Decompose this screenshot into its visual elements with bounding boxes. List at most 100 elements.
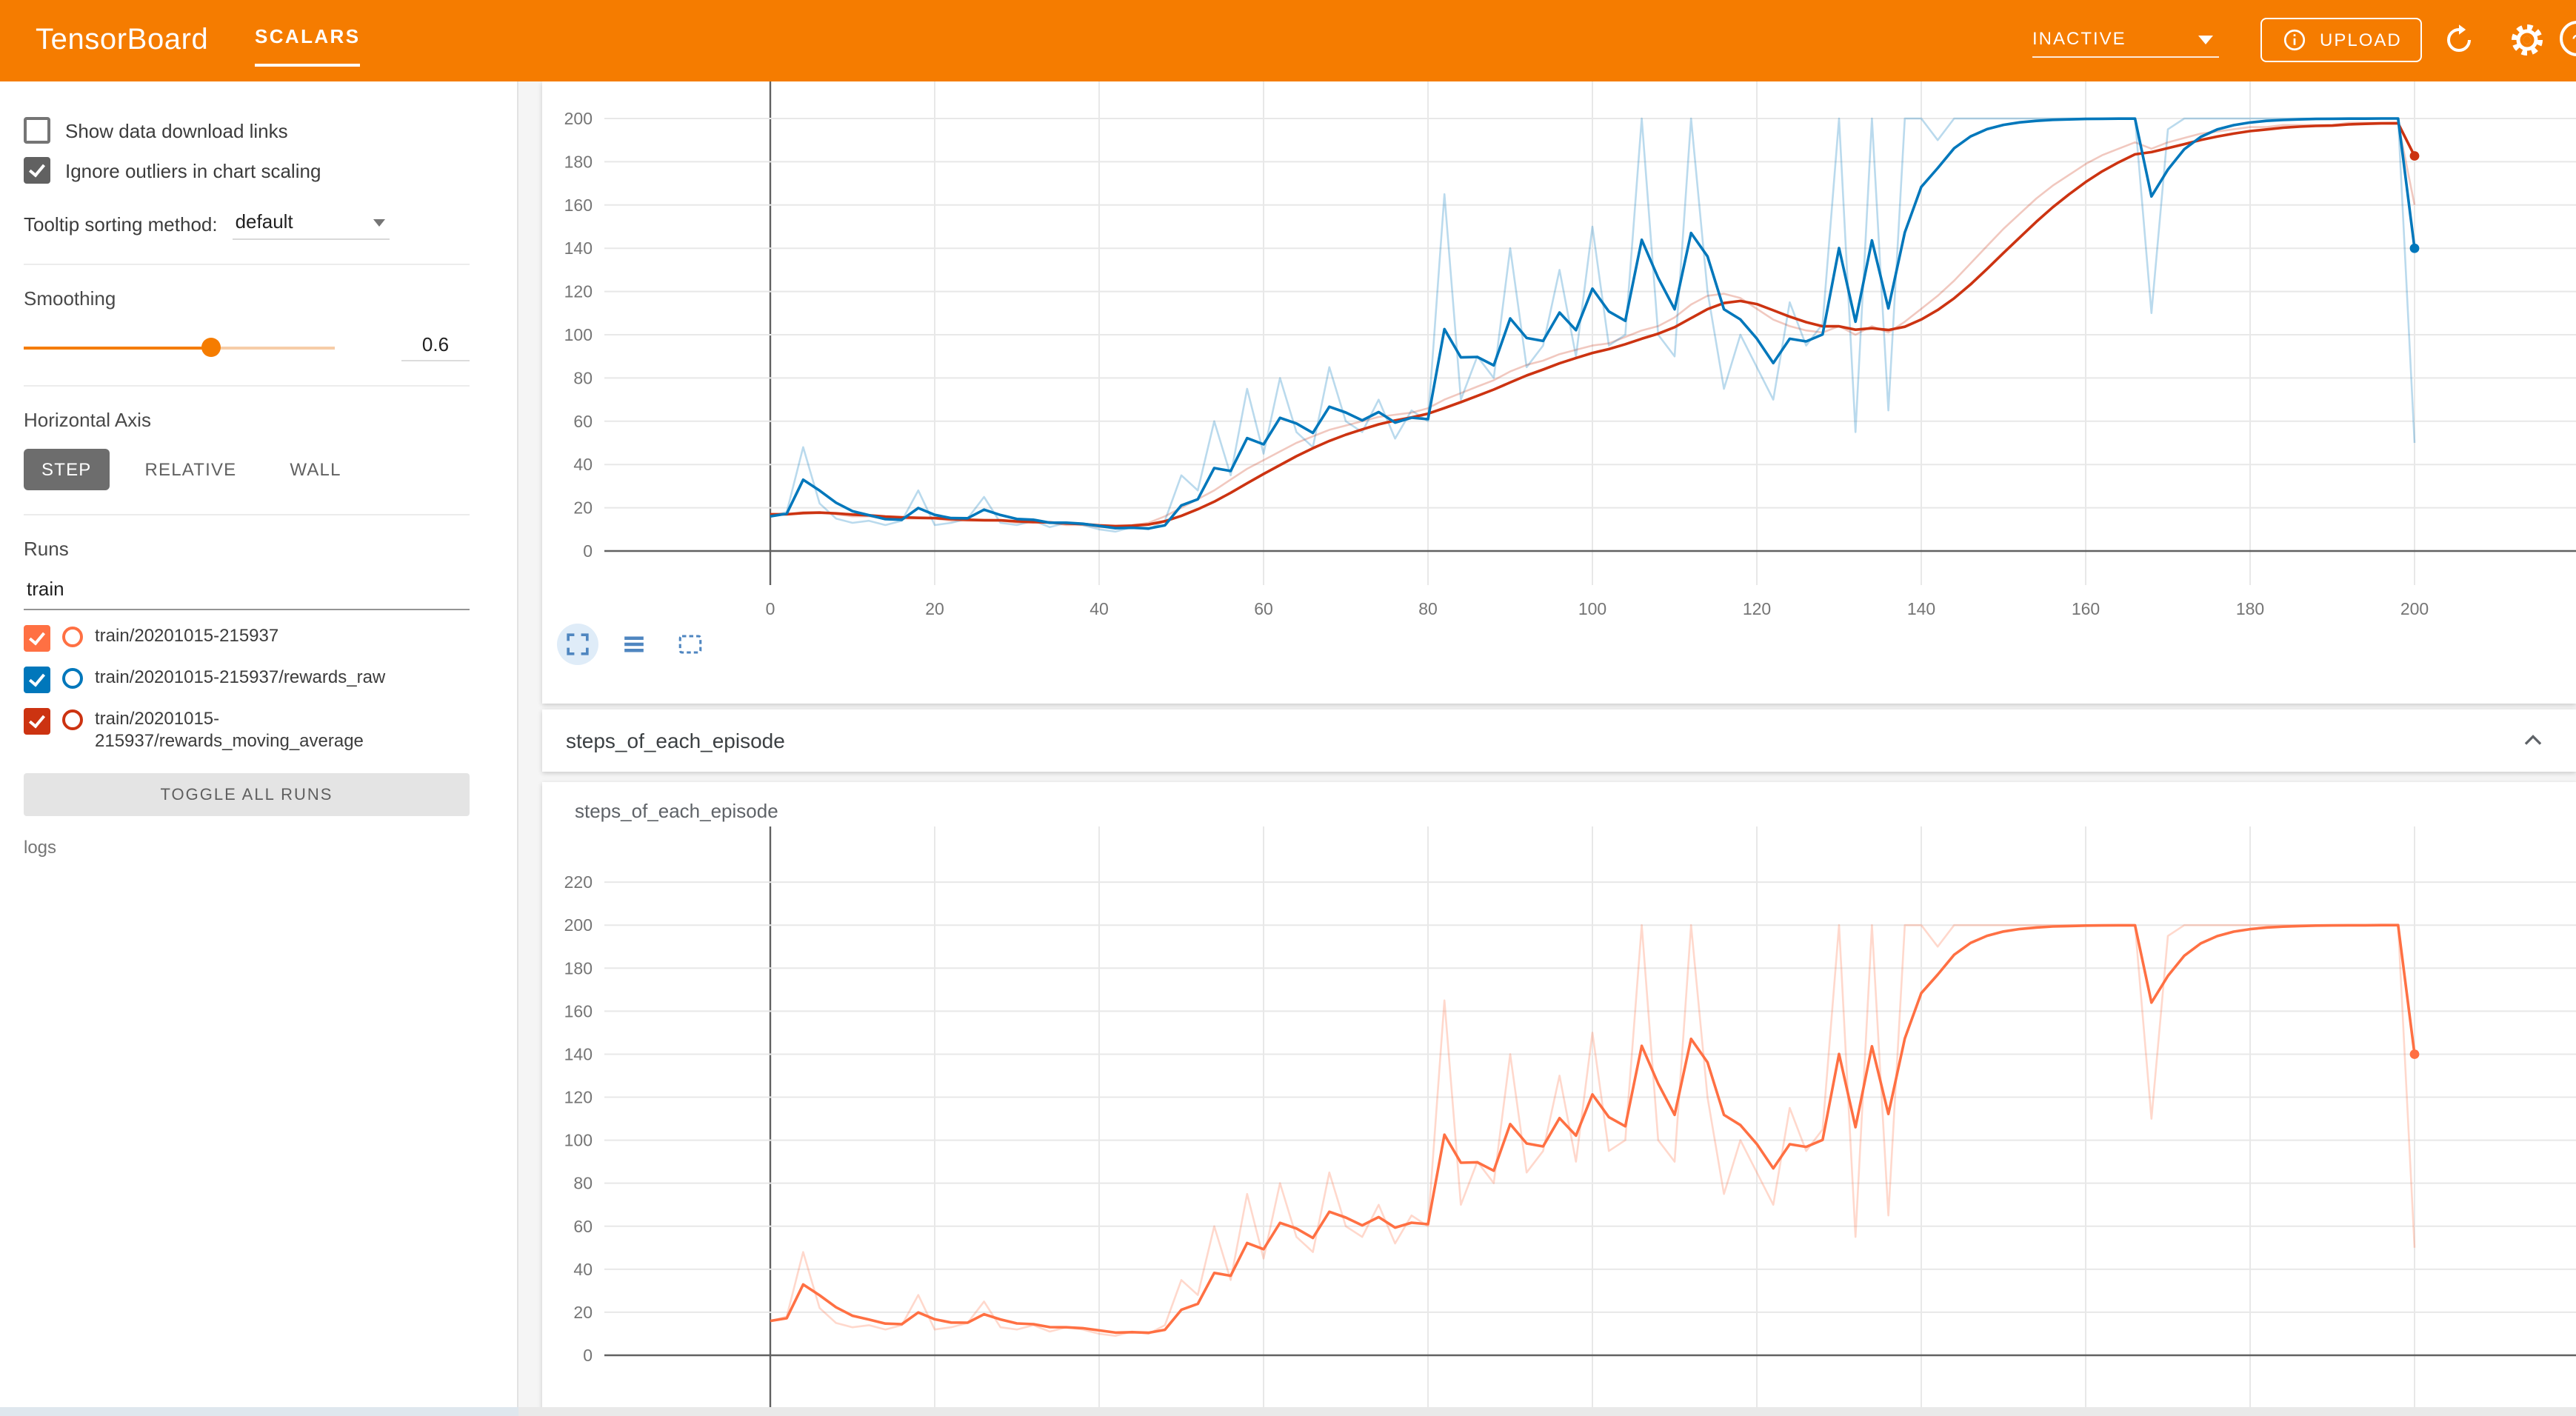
svg-text:20: 20 [573, 498, 593, 518]
svg-text:180: 180 [564, 152, 593, 171]
svg-text:60: 60 [1254, 599, 1273, 618]
svg-text:200: 200 [564, 109, 593, 128]
main-content: 0 20 40 60 80 100 120 140 160 180 200 0 20 40 60 80 100 1… [518, 81, 2576, 1416]
checkbox-label: Show data download links [65, 119, 288, 141]
runs-filter-input[interactable] [24, 569, 470, 610]
divider [24, 264, 470, 265]
run-color-ring [62, 627, 83, 647]
chart-title: steps_of_each_episode [575, 800, 778, 822]
run-checkbox[interactable] [24, 708, 50, 735]
svg-text:0: 0 [583, 1346, 593, 1365]
run-item[interactable]: train/20201015-215937/rewards_moving_ave… [24, 708, 470, 752]
smoothing-value[interactable]: 0.6 [401, 333, 470, 361]
svg-text:160: 160 [564, 1001, 593, 1021]
svg-text:120: 120 [1743, 599, 1771, 618]
chevron-down-icon [2198, 36, 2213, 44]
svg-text:120: 120 [564, 282, 593, 301]
svg-text:220: 220 [564, 872, 593, 892]
svg-text:200: 200 [2400, 599, 2429, 618]
tooltip-sorting-select[interactable]: default [232, 207, 390, 240]
svg-text:200: 200 [564, 915, 593, 935]
svg-text:20: 20 [925, 599, 944, 618]
svg-text:80: 80 [1418, 599, 1438, 618]
svg-text:40: 40 [573, 455, 593, 474]
svg-text:180: 180 [2236, 599, 2264, 618]
section-title: steps_of_each_episode [566, 729, 785, 752]
svg-text:160: 160 [564, 196, 593, 215]
smoothing-slider-fill [24, 346, 210, 349]
run-label: train/20201015-215937/rewards_moving_ave… [95, 708, 364, 751]
svg-text:160: 160 [2072, 599, 2100, 618]
svg-text:100: 100 [564, 1131, 593, 1150]
svg-text:100: 100 [1578, 599, 1606, 618]
run-item[interactable]: train/20201015-215937 [24, 625, 470, 652]
svg-text:40: 40 [1090, 599, 1109, 618]
svg-text:20: 20 [573, 1303, 593, 1322]
tooltip-sorting-label: Tooltip sorting method: [24, 213, 218, 235]
axis-step-button[interactable]: STEP [24, 449, 110, 490]
chevron-down-icon [373, 219, 385, 227]
svg-text:140: 140 [564, 1044, 593, 1063]
axis-relative-button[interactable]: RELATIVE [144, 459, 237, 480]
svg-text:140: 140 [1907, 599, 1935, 618]
expand-chart-icon[interactable] [557, 624, 598, 665]
bottom-scroll-strip-left [0, 1407, 518, 1416]
run-item[interactable]: train/20201015-215937/rewards_raw [24, 667, 470, 693]
smoothing-label: Smoothing [24, 287, 116, 310]
run-color-ring [62, 668, 83, 689]
settings-sidebar: Show data download links Ignore outliers… [0, 81, 518, 1407]
svg-text:0: 0 [583, 541, 593, 561]
toggle-all-runs-button[interactable]: TOGGLE ALL RUNS [24, 773, 470, 816]
svg-text:180: 180 [564, 958, 593, 978]
chart-toolbar [557, 624, 711, 665]
tab-scalars[interactable]: SCALARS [255, 25, 361, 67]
run-label: train/20201015-215937 [95, 625, 279, 646]
runs-label: Runs [24, 538, 69, 560]
svg-text:140: 140 [564, 238, 593, 258]
svg-text:0: 0 [766, 599, 775, 618]
app-title: TensorBoard [36, 24, 209, 56]
rewards-chart-card: 0 20 40 60 80 100 120 140 160 180 200 0 20 40 60 80 100 1… [542, 81, 2576, 704]
svg-text:80: 80 [573, 1174, 593, 1193]
app-header: TensorBoard SCALARS INACTIVE UPLOAD [0, 0, 2576, 81]
refresh-icon[interactable] [2441, 22, 2477, 58]
settings-gear-icon[interactable] [2509, 22, 2545, 58]
steps-chart-card: 0 20 40 60 80 100 120 140 160 180 200 220 steps_of_… [542, 782, 2576, 1416]
bottom-scroll-strip [0, 1407, 2576, 1416]
checkbox-label: Ignore outliers in chart scaling [65, 159, 321, 181]
divider [24, 514, 470, 515]
run-checkbox[interactable] [24, 667, 50, 693]
help-icon[interactable]: ? [2560, 21, 2576, 56]
axis-wall-button[interactable]: WALL [290, 459, 341, 480]
svg-text:80: 80 [573, 368, 593, 387]
fit-domain-icon[interactable] [670, 624, 711, 665]
steps-chart[interactable]: 0 20 40 60 80 100 120 140 160 180 200 220 [542, 782, 2576, 1416]
logs-label: logs [24, 837, 57, 858]
svg-text:100: 100 [564, 325, 593, 344]
svg-text:60: 60 [573, 412, 593, 431]
svg-text:40: 40 [573, 1260, 593, 1279]
smoothing-slider-handle[interactable] [201, 338, 221, 357]
section-header[interactable]: steps_of_each_episode [542, 709, 2576, 772]
run-checkbox[interactable] [24, 625, 50, 652]
run-color-ring [62, 709, 83, 730]
status-dropdown[interactable]: INACTIVE [2032, 22, 2219, 58]
svg-text:120: 120 [564, 1088, 593, 1107]
svg-text:60: 60 [573, 1217, 593, 1236]
status-dropdown-value: INACTIVE [2032, 28, 2126, 49]
log-scale-toggle-icon[interactable] [613, 624, 655, 665]
upload-button-label: UPLOAD [2320, 30, 2402, 50]
info-icon [2281, 27, 2308, 53]
checkbox-icon[interactable] [24, 117, 50, 144]
checkbox-checked-icon[interactable] [24, 157, 50, 184]
smoothing-slider[interactable] [24, 338, 335, 357]
horizontal-axis-label: Horizontal Axis [24, 409, 151, 431]
tooltip-sorting-value: default [235, 210, 293, 233]
chevron-up-icon[interactable] [2517, 724, 2549, 764]
run-label: train/20201015-215937/rewards_raw [95, 667, 386, 687]
ignore-outliers-checkbox-row[interactable]: Ignore outliers in chart scaling [24, 154, 470, 187]
rewards-chart[interactable]: 0 20 40 60 80 100 120 140 160 180 200 0 20 40 60 80 100 1… [542, 81, 2576, 704]
show-download-links-checkbox-row[interactable]: Show data download links [24, 114, 470, 147]
divider [24, 385, 470, 387]
upload-button[interactable]: UPLOAD [2260, 18, 2423, 62]
